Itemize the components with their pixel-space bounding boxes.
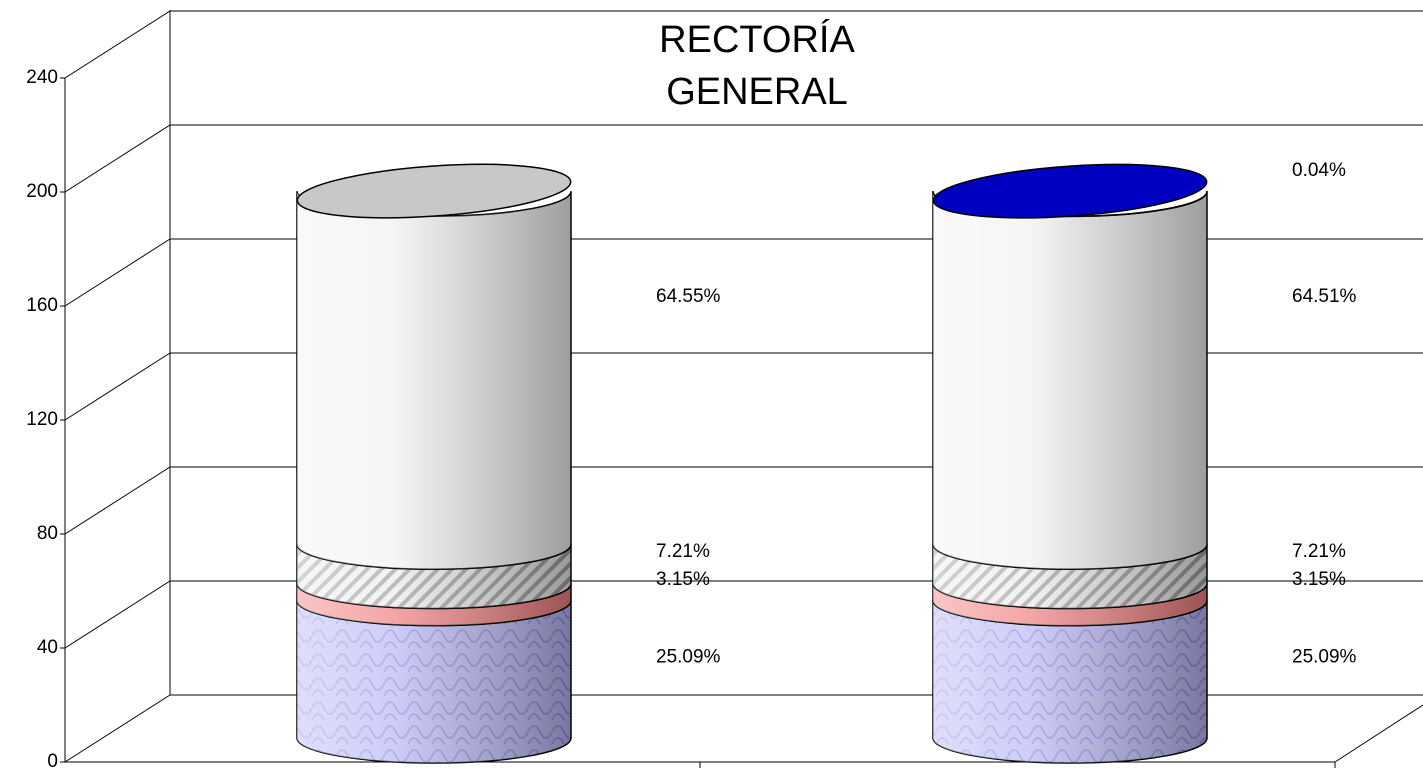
y-tick-label: 0 <box>47 751 58 770</box>
segment-shade <box>297 600 571 763</box>
data-label: 64.55% <box>656 286 721 307</box>
y-tick-label: 200 <box>26 181 58 202</box>
chart-title: GENERAL <box>666 71 848 113</box>
y-tick-label: 120 <box>26 409 58 430</box>
cylinder-top <box>932 163 1208 219</box>
data-label: 25.09% <box>1292 646 1357 667</box>
segment-shade <box>933 544 1207 609</box>
segment-shade <box>933 191 1207 570</box>
chart-title: RECTORÍA <box>659 18 855 61</box>
grid-line <box>64 580 171 649</box>
data-label: 64.51% <box>1292 286 1357 307</box>
grid-line <box>64 10 171 79</box>
grid-line <box>64 694 171 763</box>
y-tick-label: 40 <box>37 637 58 658</box>
y-tick-label: 80 <box>37 523 58 544</box>
y-tick-label: 240 <box>26 67 58 88</box>
segment-shade <box>933 583 1207 626</box>
data-label: 7.21% <box>656 541 710 562</box>
floor-edge <box>1334 704 1423 763</box>
segment-shade <box>297 544 571 609</box>
cylinder-top <box>296 163 572 219</box>
grid-line <box>64 352 171 421</box>
segment-shade <box>933 600 1207 763</box>
y-tick-label: 160 <box>26 295 58 316</box>
data-label: 7.21% <box>1292 541 1346 562</box>
grid-line <box>64 238 171 307</box>
data-label: 25.09% <box>656 646 721 667</box>
data-label: 3.15% <box>656 569 710 590</box>
segment-shade <box>297 191 571 570</box>
grid-line <box>64 466 171 535</box>
data-label: 3.15% <box>1292 569 1346 590</box>
segment-shade <box>297 583 571 626</box>
data-label: 0.04% <box>1292 160 1346 181</box>
grid-line <box>64 124 171 193</box>
